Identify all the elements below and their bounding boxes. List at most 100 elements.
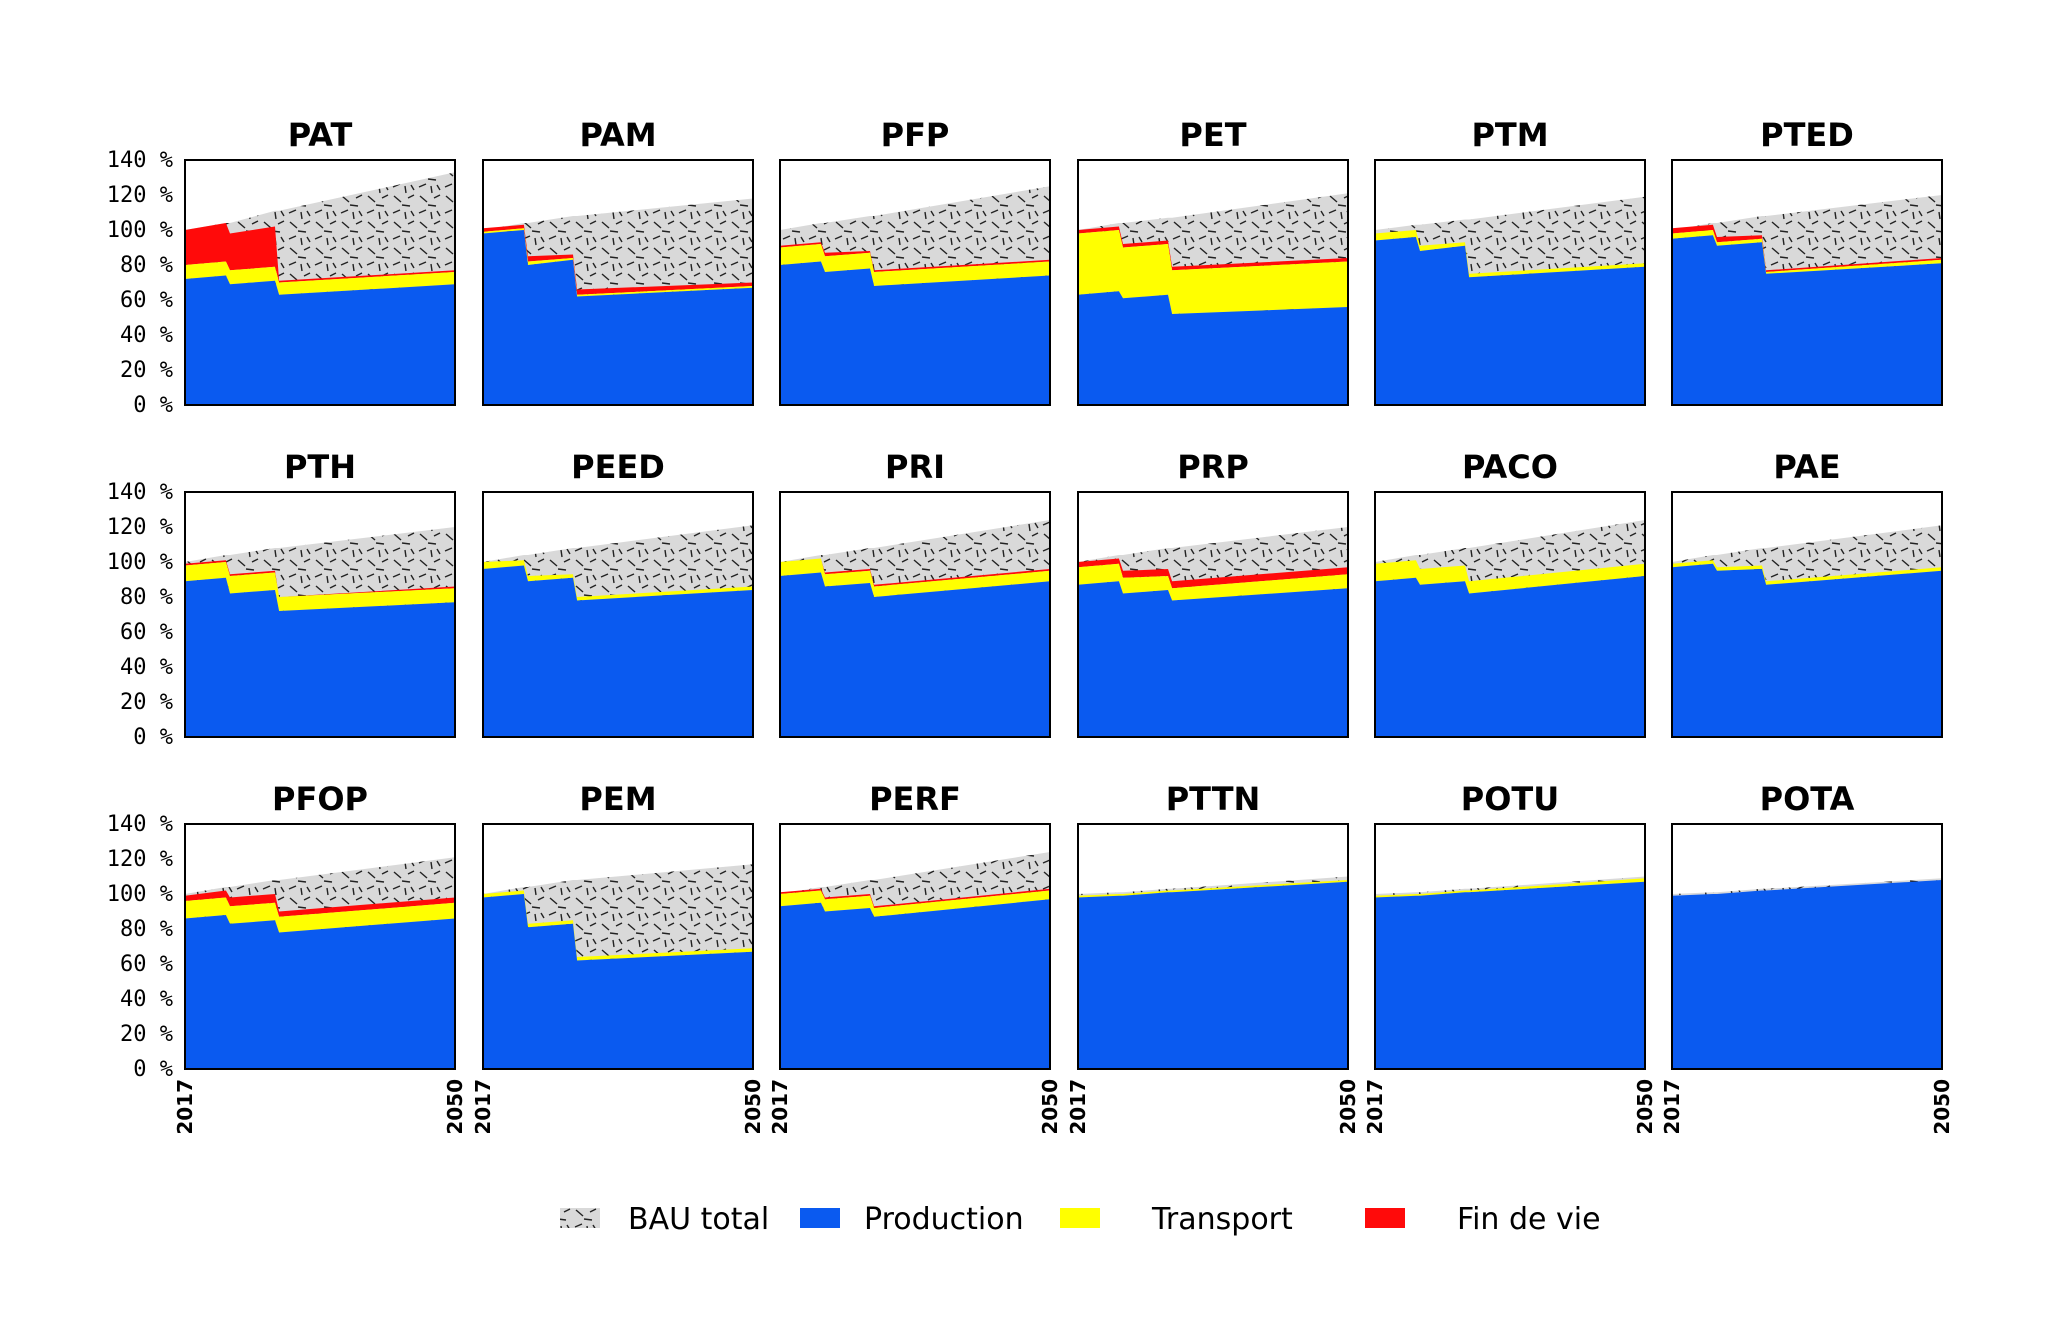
- transport-area: [185, 897, 455, 933]
- panel-pat: PAT 0 % 20 % 40 % 60 % 80 % 100 % 120 % 140 %: [107, 116, 456, 418]
- panel-title: PTM: [1471, 116, 1548, 154]
- legend-item-production: Production: [800, 1202, 1024, 1237]
- panel-title: PTH: [284, 448, 356, 486]
- panel-frame: [482, 823, 754, 1070]
- y-tick-label: 100 %: [107, 218, 173, 243]
- transport-area: [1078, 880, 1348, 898]
- panel-pfp: PFP: [779, 116, 1051, 406]
- legend-swatch: [1060, 1208, 1100, 1228]
- panels-layer: PAT 0 % 20 % 40 % 60 % 80 % 100 % 120 % 140 % PAM…: [107, 116, 1954, 1135]
- panel-frame: [1077, 159, 1349, 406]
- panel-frame: [779, 491, 1051, 738]
- y-tick-label: 100 %: [107, 550, 173, 575]
- panel-frame: [1077, 491, 1349, 738]
- fin-de-vie-area: [780, 888, 1050, 908]
- legend: BAU total Production Transport Fin de vie: [560, 1202, 1601, 1237]
- x-tick-label: 2017: [1363, 1079, 1387, 1135]
- panel-frame: [184, 491, 456, 738]
- production-area: [1672, 563, 1942, 737]
- transport-area: [1375, 230, 1645, 278]
- y-tick-label: 140 %: [107, 148, 173, 173]
- legend-label: Fin de vie: [1457, 1202, 1601, 1237]
- panel-frame: [779, 823, 1051, 1070]
- legend-item-bau: BAU total: [560, 1202, 769, 1237]
- panel-frame: [184, 823, 456, 1070]
- y-tick-label: 80 %: [120, 917, 173, 942]
- panel-title: PEED: [571, 448, 665, 486]
- panel-peed: PEED: [482, 448, 754, 738]
- transport-area: [1672, 560, 1942, 585]
- legend-label: Transport: [1151, 1202, 1293, 1237]
- legend-swatch: [800, 1208, 840, 1228]
- panel-frame: [482, 159, 754, 406]
- production-area: [1375, 576, 1645, 737]
- y-tick-label: 0 %: [133, 725, 173, 750]
- panel-frame: [1077, 823, 1349, 1070]
- production-area: [1375, 237, 1645, 405]
- legend-label: Production: [864, 1202, 1024, 1237]
- transport-area: [780, 558, 1050, 597]
- fin-de-vie-area: [780, 558, 1050, 587]
- fin-de-vie-area: [185, 223, 455, 283]
- panel-title: PET: [1179, 116, 1246, 154]
- legend-swatch: [560, 1208, 600, 1228]
- legend-swatch: [1365, 1208, 1405, 1228]
- x-tick-label: 2050: [1038, 1079, 1062, 1135]
- panel-frame: [1671, 159, 1943, 406]
- y-tick-label: 0 %: [133, 393, 173, 418]
- transport-area: [483, 890, 753, 961]
- y-tick-label: 80 %: [120, 585, 173, 610]
- y-tick-label: 20 %: [120, 1022, 173, 1047]
- x-tick-label: 2050: [443, 1079, 467, 1135]
- transport-area: [780, 244, 1050, 286]
- panel-pted: PTED: [1671, 116, 1943, 406]
- y-tick-label: 0 %: [133, 1057, 173, 1082]
- x-tick-label: 2050: [1633, 1079, 1657, 1135]
- production-area: [1078, 881, 1348, 1069]
- transport-area: [1672, 230, 1942, 274]
- x-tick-label: 2050: [741, 1079, 765, 1135]
- y-tick-label: 120 %: [107, 183, 173, 208]
- x-tick-label: 2050: [1930, 1079, 1954, 1135]
- transport-area: [185, 261, 455, 295]
- production-area: [1672, 235, 1942, 405]
- panel-pam: PAM: [482, 116, 754, 406]
- panel-title: PRI: [885, 448, 945, 486]
- panel-pttn: PTTN 2017 2050: [1066, 780, 1360, 1135]
- panel-frame: [1374, 823, 1646, 1070]
- y-tick-label: 60 %: [120, 288, 173, 313]
- transport-area: [483, 228, 753, 297]
- panel-pet: PET: [1077, 116, 1349, 406]
- panel-pfop: PFOP 0 % 20 % 40 % 60 % 80 % 100 % 120 % 140 % 20…: [107, 780, 467, 1135]
- panel-frame: [1671, 491, 1943, 738]
- y-tick-label: 40 %: [120, 655, 173, 680]
- panel-frame: [779, 159, 1051, 406]
- y-tick-label: 60 %: [120, 952, 173, 977]
- panel-frame: [184, 159, 456, 406]
- fin-de-vie-area: [483, 224, 753, 295]
- panel-pth: PTH 0 % 20 % 40 % 60 % 80 % 100 % 120 % 140 %: [107, 448, 456, 750]
- panel-title: PAT: [288, 116, 353, 154]
- transport-area: [483, 560, 753, 601]
- panel-title: PFOP: [272, 780, 368, 818]
- x-tick-label: 2050: [1336, 1079, 1360, 1135]
- y-tick-label: 20 %: [120, 690, 173, 715]
- y-tick-label: 20 %: [120, 358, 173, 383]
- transport-area: [780, 890, 1050, 917]
- transport-area: [1375, 560, 1645, 594]
- x-tick-label: 2017: [1660, 1079, 1684, 1135]
- fin-de-vie-area: [780, 242, 1050, 272]
- production-area: [1375, 881, 1645, 1069]
- panel-paco: PACO: [1374, 448, 1646, 738]
- x-tick-label: 2017: [173, 1079, 197, 1135]
- transport-area: [1375, 878, 1645, 898]
- panel-ptm: PTM: [1374, 116, 1646, 406]
- panel-frame: [1374, 159, 1646, 406]
- panel-title: PERF: [869, 780, 961, 818]
- y-tick-label: 120 %: [107, 515, 173, 540]
- panel-prp: PRP: [1077, 448, 1349, 738]
- y-tick-label: 100 %: [107, 882, 173, 907]
- panel-pae: PAE: [1671, 448, 1943, 738]
- panel-frame: [482, 491, 754, 738]
